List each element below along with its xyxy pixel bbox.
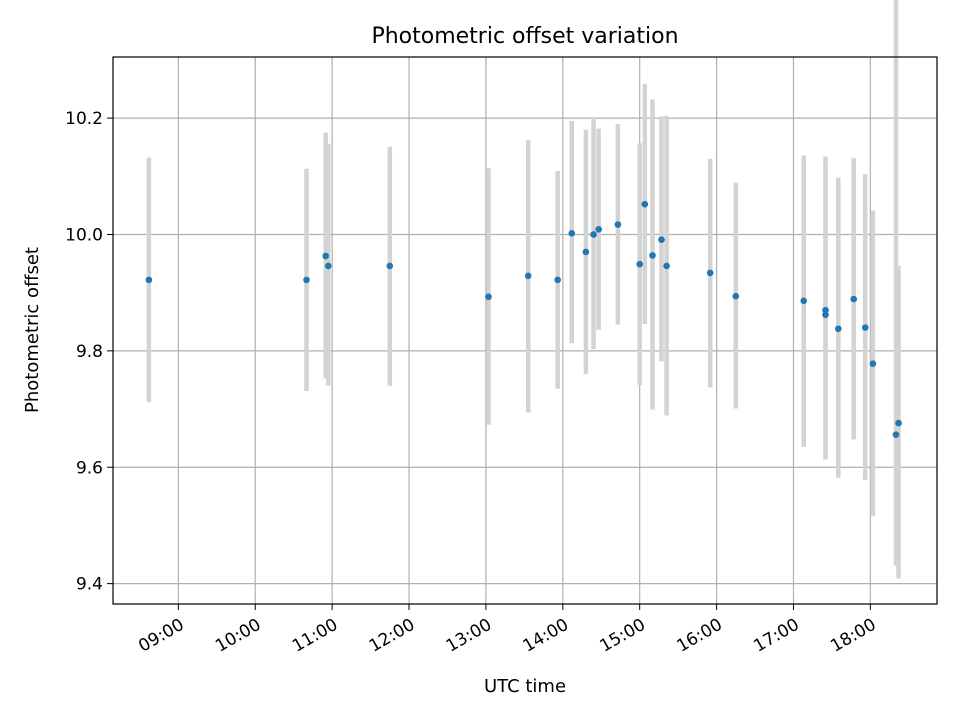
data-point	[869, 360, 877, 367]
data-point	[658, 236, 665, 244]
plot-frame	[112, 56, 938, 605]
data-point	[590, 231, 597, 238]
data-point	[524, 272, 532, 280]
data-point	[614, 221, 622, 228]
y-tick-label: 9.4	[76, 575, 103, 595]
data-point	[800, 297, 808, 305]
data-point	[386, 262, 394, 270]
y-tick-label: 9.8	[76, 342, 103, 362]
data-point	[641, 200, 649, 208]
y-tick-label: 10.0	[65, 225, 103, 245]
chart-title: Photometric offset variation	[371, 24, 678, 49]
data-point	[324, 262, 332, 270]
data-point	[554, 276, 561, 284]
data-point	[822, 306, 829, 314]
data-point	[636, 260, 643, 268]
data-point	[835, 325, 842, 333]
data-point	[663, 262, 670, 270]
data-point	[582, 248, 590, 256]
data-point	[595, 225, 602, 233]
data-point	[485, 293, 492, 301]
data-point	[145, 276, 153, 284]
data-point	[895, 419, 902, 427]
y-axis-label: Photometric offset	[22, 247, 43, 413]
data-point	[706, 269, 714, 277]
y-tick-label: 9.6	[76, 458, 103, 478]
x-axis-label: UTC time	[484, 676, 566, 697]
data-point	[892, 431, 900, 438]
data-point	[303, 276, 310, 284]
data-point	[822, 311, 829, 319]
data-point	[861, 324, 869, 331]
data-point	[322, 252, 330, 260]
y-tick-label: 10.2	[65, 109, 103, 129]
data-point	[850, 295, 858, 303]
data-point	[732, 292, 740, 300]
data-point	[568, 230, 576, 237]
data-point	[649, 252, 656, 259]
data-points	[145, 200, 902, 438]
grid	[113, 57, 937, 604]
